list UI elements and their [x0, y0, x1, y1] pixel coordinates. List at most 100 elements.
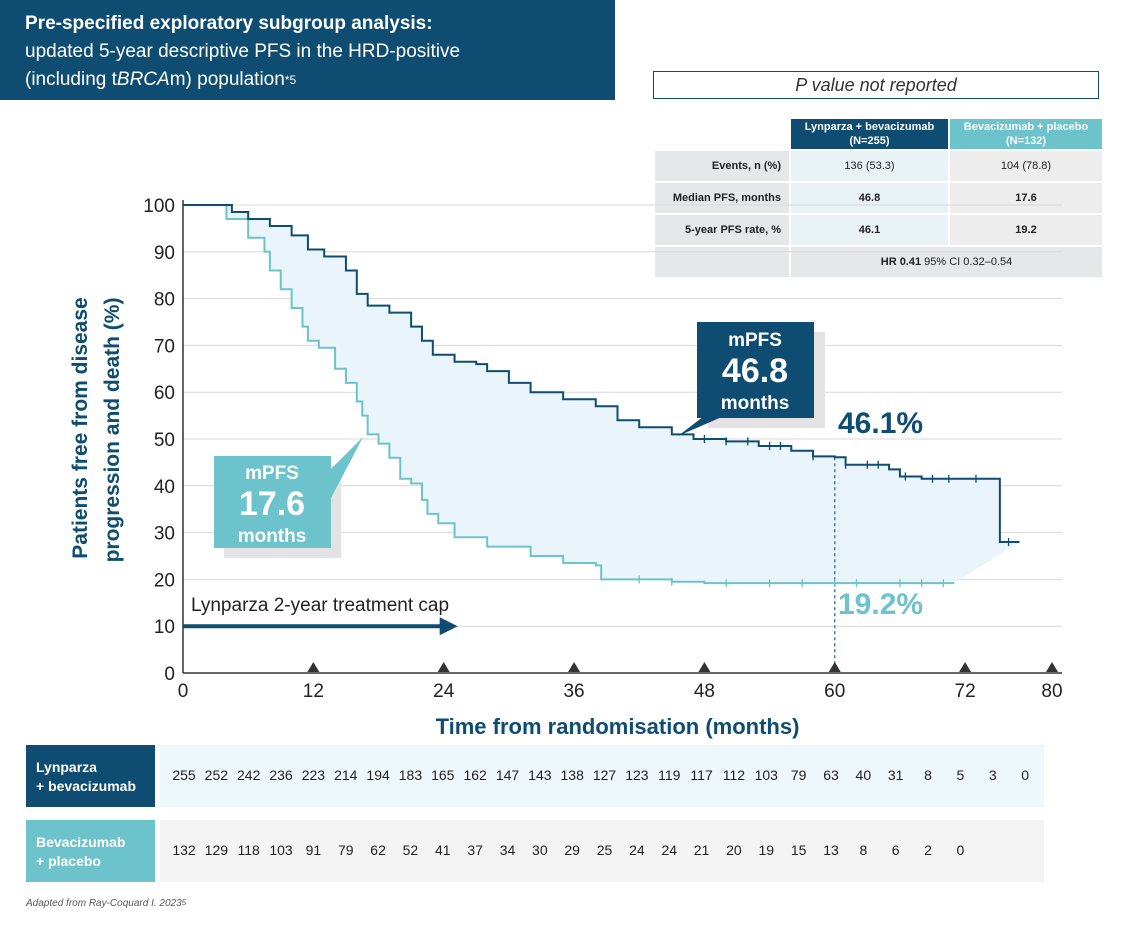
- x-tick-label: 80: [1041, 681, 1062, 702]
- x-tick-label: 12: [303, 681, 324, 702]
- curve-bevacizumab-placebo: [183, 204, 955, 585]
- callout-placebo-mpfs: [214, 456, 331, 548]
- risk-value: 123: [625, 767, 649, 783]
- placebo-5yr-rate: 19.2%: [838, 588, 923, 621]
- risk-value: 223: [301, 767, 326, 783]
- risk-row-placebo: Bevacizumab + placebo 132 129 118 103 91 79 62 5…: [26, 820, 1044, 882]
- area-between-curves: [183, 205, 1020, 584]
- title-banner: Pre-specified exploratory subgroup analy…: [0, 0, 615, 100]
- risk-value: 8: [859, 842, 868, 858]
- risk-value: 132: [172, 842, 196, 858]
- x-axis-label: Time from randomisation (months): [436, 714, 800, 739]
- risk-value: 21: [693, 842, 710, 858]
- risk-value: 0: [1021, 767, 1029, 783]
- callout-lynparza-title: mPFS: [728, 330, 782, 351]
- risk-value: 236: [269, 767, 293, 783]
- timepoint-marker-icon: [698, 662, 711, 672]
- y-tick-label: 70: [154, 336, 175, 357]
- y-tick-label: 10: [154, 617, 175, 638]
- stats-cell: 19.2: [950, 215, 1102, 245]
- y-tick-label: 0: [164, 664, 175, 685]
- stats-row-label: Median PFS, months: [655, 183, 789, 213]
- risk-value: 3: [988, 767, 997, 783]
- risk-value: 25: [596, 842, 613, 858]
- callout-lynparza-unit: months: [721, 393, 790, 414]
- risk-value: 214: [334, 767, 358, 783]
- risk-values-lynparza: 255 252 242 236 223 214 194 183 165 162 147 143 138 1…: [160, 745, 1044, 807]
- arrowhead-icon: [439, 617, 458, 636]
- callout-placebo-title: mPFS: [245, 463, 299, 484]
- y-tick-label: 30: [154, 524, 175, 545]
- y-tick-label: 100: [143, 196, 175, 217]
- y-axis-label-line-1: Patients free from disease: [69, 297, 92, 558]
- risk-value: 252: [204, 767, 229, 783]
- stats-row-label: Events, n (%): [655, 151, 789, 181]
- y-tick-label: 80: [154, 290, 175, 311]
- risk-value: 41: [435, 842, 451, 858]
- km-chart: 0 10 20 30 40 50 60 70 80 90 100 0 12 24 36 48 60 72 80 Tim…: [69, 196, 1063, 739]
- risk-value: 0: [956, 842, 965, 858]
- x-tick-label: 36: [563, 681, 584, 702]
- risk-value: 19: [758, 842, 775, 858]
- risk-value: 165: [431, 767, 455, 783]
- callout-pointer: [330, 437, 363, 500]
- lynparza-5yr-rate: 46.1%: [838, 407, 923, 440]
- timepoint-marker-icon: [437, 662, 450, 672]
- timepoint-marker-icon: [568, 662, 581, 672]
- risk-label-lynparza: Lynparza + bevacizumab: [26, 745, 155, 807]
- risk-value: 31: [887, 767, 904, 783]
- risk-value: 255: [172, 767, 196, 783]
- y-tick-label: 90: [154, 243, 175, 264]
- risk-value: 112: [722, 767, 746, 783]
- x-tick-label: 24: [433, 681, 455, 702]
- risk-value: 242: [237, 767, 261, 783]
- stats-cell: 104 (78.8): [950, 151, 1102, 181]
- x-tick-label: 60: [824, 681, 845, 702]
- callout-placebo-value: 17.6: [239, 485, 305, 523]
- callout-lynparza-value: 46.8: [722, 352, 788, 390]
- callout-placebo-unit: months: [238, 526, 307, 547]
- risk-value: 8: [924, 767, 932, 783]
- title-line-1: Pre-specified exploratory subgroup analy…: [25, 13, 433, 34]
- timepoint-marker-icon: [307, 662, 320, 672]
- y-axis-label-line-2: progression and death (%): [101, 298, 124, 563]
- treatment-cap-label: Lynparza 2-year treatment cap: [191, 595, 449, 616]
- risk-value: 79: [337, 842, 354, 858]
- risk-value: 34: [499, 842, 516, 858]
- stats-header-placebo: Bevacizumab + placebo (N=132): [950, 119, 1102, 149]
- risk-value: 117: [690, 767, 713, 783]
- stats-cell: 136 (53.3): [791, 151, 948, 181]
- risk-value: 24: [661, 842, 678, 858]
- risk-value: 118: [237, 842, 260, 858]
- stats-header-lynparza: Lynparza + bevacizumab (N=255): [791, 119, 948, 149]
- risk-value: 127: [592, 767, 617, 783]
- timepoint-marker-icon: [828, 662, 841, 672]
- risk-value: 62: [370, 842, 386, 858]
- risk-value: 194: [366, 767, 390, 783]
- risk-row-lynparza: Lynparza + bevacizumab 255 252 242 236 223 214…: [26, 745, 1044, 807]
- risk-value: 91: [305, 842, 322, 858]
- stats-cell: 46.8: [791, 183, 948, 213]
- timepoint-marker-icon: [1046, 662, 1058, 672]
- timepoint-marker-icon: [959, 662, 972, 672]
- risk-value: 40: [855, 767, 872, 783]
- risk-value: 5: [956, 767, 965, 783]
- footnote: Adapted from Ray-Coquard I. 20235: [26, 898, 187, 909]
- x-tick-label: 72: [955, 681, 976, 702]
- risk-value: 103: [754, 767, 778, 783]
- risk-value: 119: [658, 767, 681, 783]
- title-line-3: (including tBRCAm) population*5: [25, 69, 297, 90]
- risk-value: 162: [463, 767, 487, 783]
- stats-cell: 46.1: [791, 215, 948, 245]
- risk-value: 129: [204, 842, 229, 858]
- risk-value: 138: [560, 767, 584, 783]
- stats-row-label: 5-year PFS rate, %: [655, 215, 789, 245]
- stats-cell: 17.6: [950, 183, 1102, 213]
- y-tick-label: 20: [154, 570, 175, 591]
- risk-value: 143: [528, 767, 552, 783]
- risk-values-placebo: 132 129 118 103 91 79 62 52 41 37 34 30 29 25 24 24 21 20…: [160, 820, 1044, 882]
- callout-lynparza-mpfs: [697, 322, 814, 418]
- risk-value: 147: [495, 767, 520, 783]
- risk-value: 183: [398, 767, 423, 783]
- risk-value: 13: [823, 842, 839, 858]
